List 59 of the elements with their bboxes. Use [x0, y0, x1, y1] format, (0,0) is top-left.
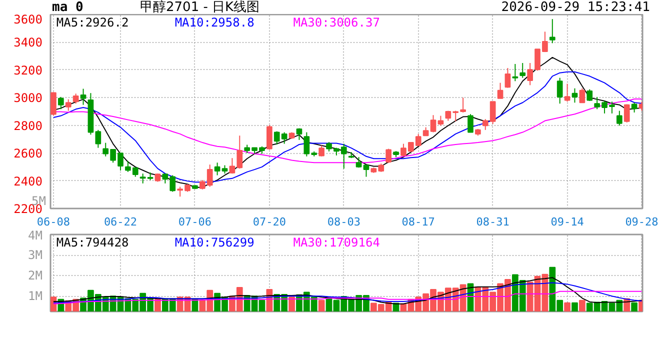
candlestick — [65, 98, 72, 112]
candlestick — [504, 67, 511, 88]
x-tick-label: 07-06 — [178, 216, 212, 228]
y-tick-label: 2M — [28, 268, 43, 283]
y-tick-label: 3M — [28, 248, 43, 262]
x-tick-label: 09-14 — [550, 216, 584, 228]
annotation: ma 0 — [52, 0, 84, 15]
text: MA5:2926.2 — [56, 16, 129, 30]
x-tick-label: 06-08 — [36, 216, 70, 228]
candlestick — [616, 110, 622, 126]
candlestick — [386, 148, 392, 164]
candlestick — [556, 77, 563, 104]
y-tick-label: 4M — [28, 228, 43, 242]
candlestick — [564, 83, 570, 102]
x-tick-label: 08-03 — [327, 216, 360, 228]
candlestick — [579, 88, 586, 104]
y-tick-label: 3000 — [14, 91, 43, 106]
candlestick — [214, 162, 220, 176]
y-tick-label: 1M — [28, 289, 43, 304]
candlestick — [631, 102, 638, 113]
line-series — [52, 290, 642, 304]
candlestick — [58, 96, 64, 110]
candlestick — [363, 164, 370, 178]
x-tick-label: 09-28 — [625, 216, 658, 228]
line-series — [52, 282, 642, 304]
text: MA10:2958.8 — [174, 16, 254, 30]
candlestick — [549, 18, 556, 44]
x-tick-label: 08-17 — [402, 216, 435, 228]
candlestick — [586, 88, 593, 102]
candlestick — [512, 63, 518, 82]
y-tick-label: 3400 — [14, 36, 43, 50]
text: MA30:1709164 — [293, 236, 380, 250]
candlestick — [266, 124, 272, 150]
candlestick — [497, 82, 504, 99]
candlestick — [438, 115, 444, 126]
line-series — [52, 277, 642, 304]
y-tick-label: 3200 — [14, 63, 43, 78]
chart-title: 甲醇2701 - 日K线图 — [140, 0, 260, 15]
annotation: 2026-09-29 15:23:41 — [501, 0, 650, 17]
y-tick-label: 2600 — [14, 146, 43, 161]
candlestick — [460, 97, 466, 113]
candlestick — [468, 114, 474, 133]
candlestick — [624, 104, 630, 123]
x-tick-label: 07-20 — [252, 216, 286, 228]
y-tick-label: 2800 — [14, 118, 43, 133]
candlestick — [72, 93, 79, 104]
candlestick — [50, 92, 56, 116]
candlestick — [430, 114, 436, 133]
x-tick-label: 06-22 — [104, 216, 138, 228]
candlestick — [520, 62, 526, 78]
text: MA10:756299 — [174, 236, 254, 250]
y-tick-label: 2400 — [14, 174, 43, 188]
text: MA5:794428 — [56, 236, 129, 250]
candlestick — [572, 88, 578, 104]
candlestick — [318, 144, 324, 157]
candlestick — [80, 88, 86, 106]
text: MA30:3006.37 — [293, 16, 380, 30]
x-tick-label: 08-31 — [476, 216, 510, 228]
y-tick-label: 3600 — [14, 12, 43, 26]
